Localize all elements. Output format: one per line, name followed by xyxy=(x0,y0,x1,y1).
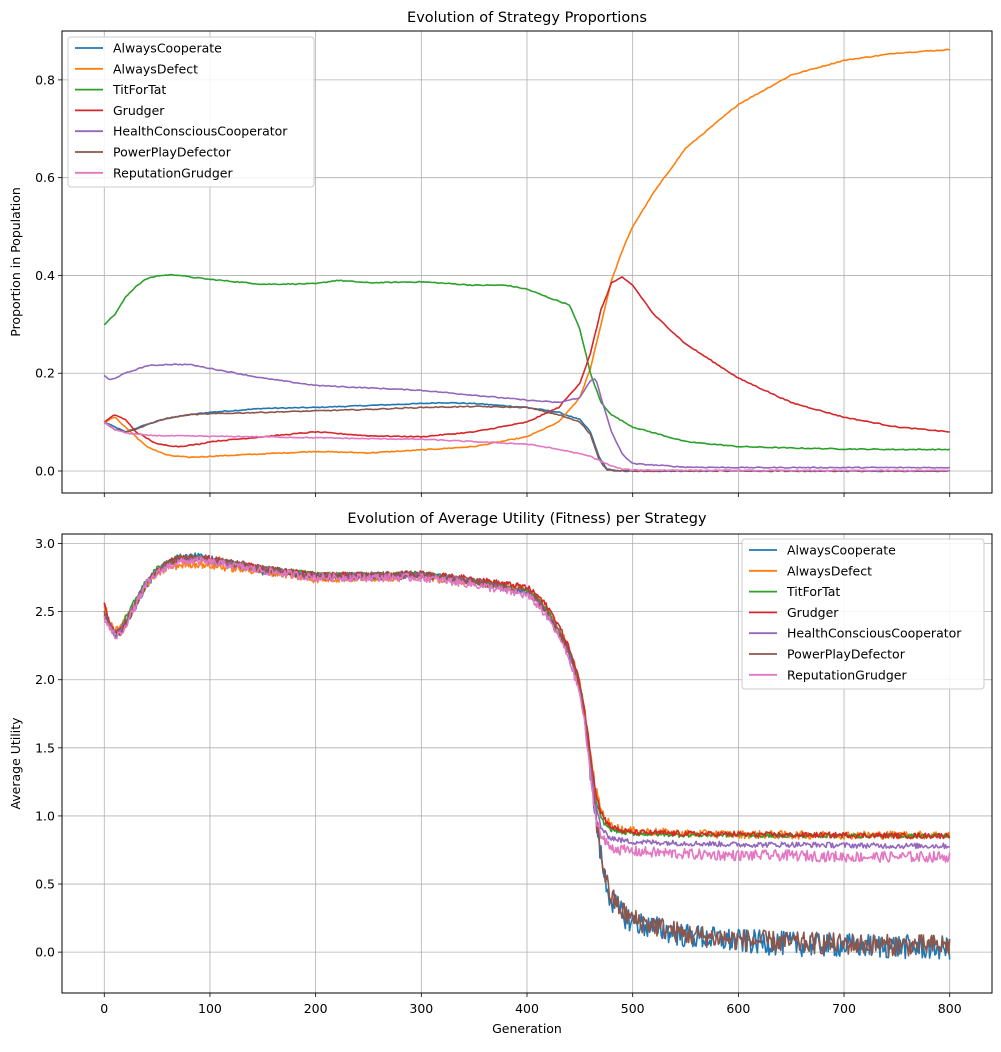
y-tick-label: 0.5 xyxy=(35,877,55,892)
utility-series xyxy=(103,552,951,960)
legend-box xyxy=(741,538,985,690)
utility-legend: AlwaysCooperate AlwaysDefect TitForTat Grud… xyxy=(741,538,985,690)
proportions-ticks: 0.0 0.2 0.4 0.6 0.8 xyxy=(35,72,951,497)
legend-label: AlwaysCooperate xyxy=(787,543,896,558)
proportions-panel: 0.0 0.2 0.4 0.6 0.8 Evolution of Strategy Pr… xyxy=(8,10,993,497)
x-tick-label: 700 xyxy=(832,1001,856,1016)
proportions-ylabel: Proportion in Population xyxy=(8,187,23,337)
legend-label: PowerPlayDefector xyxy=(787,647,906,662)
x-tick-label: 0 xyxy=(100,1001,108,1016)
utility-panel: 0 100 200 300 400 500 600 700 800 0.0 0.5 1.0 1.5 2.0… xyxy=(8,511,993,1036)
legend-label: AlwaysDefect xyxy=(787,563,872,578)
proportions-legend: AlwaysCooperate AlwaysDefect TitForTat Grud… xyxy=(67,36,315,188)
y-tick-label: 2.0 xyxy=(35,672,55,687)
y-tick-label: 0.8 xyxy=(35,72,55,87)
y-tick-label: 3.0 xyxy=(35,536,55,551)
utility-ticks: 0 100 200 300 400 500 600 700 800 0.0 0.5 1.0 1.5 2.0… xyxy=(35,536,962,1016)
utility-ylabel: Average Utility xyxy=(8,717,23,810)
series-line-AlwaysDefect xyxy=(104,48,950,459)
y-tick-label: 2.5 xyxy=(35,604,55,619)
utility-xlabel: Generation xyxy=(492,1021,562,1036)
x-tick-label: 500 xyxy=(621,1001,645,1016)
series-line-TitForTat xyxy=(103,273,950,451)
legend-label: ReputationGrudger xyxy=(113,165,233,180)
y-tick-label: 0.0 xyxy=(35,945,55,960)
legend-label: ReputationGrudger xyxy=(787,667,907,682)
y-tick-label: 0.0 xyxy=(35,464,55,479)
series-line-Grudger xyxy=(103,276,950,448)
legend-label: TitForTat xyxy=(112,82,166,97)
legend-label: AlwaysDefect xyxy=(113,61,198,76)
utility-title: Evolution of Average Utility (Fitness) p… xyxy=(347,511,707,527)
y-tick-label: 1.5 xyxy=(35,740,55,755)
legend-label: HealthConsciousCooperator xyxy=(113,124,288,139)
x-tick-label: 200 xyxy=(304,1001,328,1016)
x-tick-label: 300 xyxy=(409,1001,433,1016)
proportions-title: Evolution of Strategy Proportions xyxy=(407,10,647,26)
x-tick-label: 400 xyxy=(515,1001,539,1016)
y-tick-label: 1.0 xyxy=(35,808,55,823)
series-line-ReputationGrudger xyxy=(103,556,951,863)
series-line-ReputationGrudger xyxy=(103,421,950,472)
legend-label: HealthConsciousCooperator xyxy=(787,626,962,641)
legend-label: AlwaysCooperate xyxy=(113,41,222,56)
series-line-HealthConsciousCooperator xyxy=(103,363,950,469)
legend-box xyxy=(67,36,315,188)
legend-label: PowerPlayDefector xyxy=(113,145,232,160)
x-tick-label: 100 xyxy=(198,1001,222,1016)
proportions-series xyxy=(103,48,950,473)
y-tick-label: 0.4 xyxy=(35,268,55,283)
y-tick-label: 0.6 xyxy=(35,170,55,185)
legend-label: Grudger xyxy=(113,103,165,118)
legend-label: TitForTat xyxy=(786,584,840,599)
legend-label: Grudger xyxy=(787,605,839,620)
y-tick-label: 0.2 xyxy=(35,366,55,381)
x-tick-label: 800 xyxy=(938,1001,962,1016)
x-tick-label: 600 xyxy=(726,1001,750,1016)
